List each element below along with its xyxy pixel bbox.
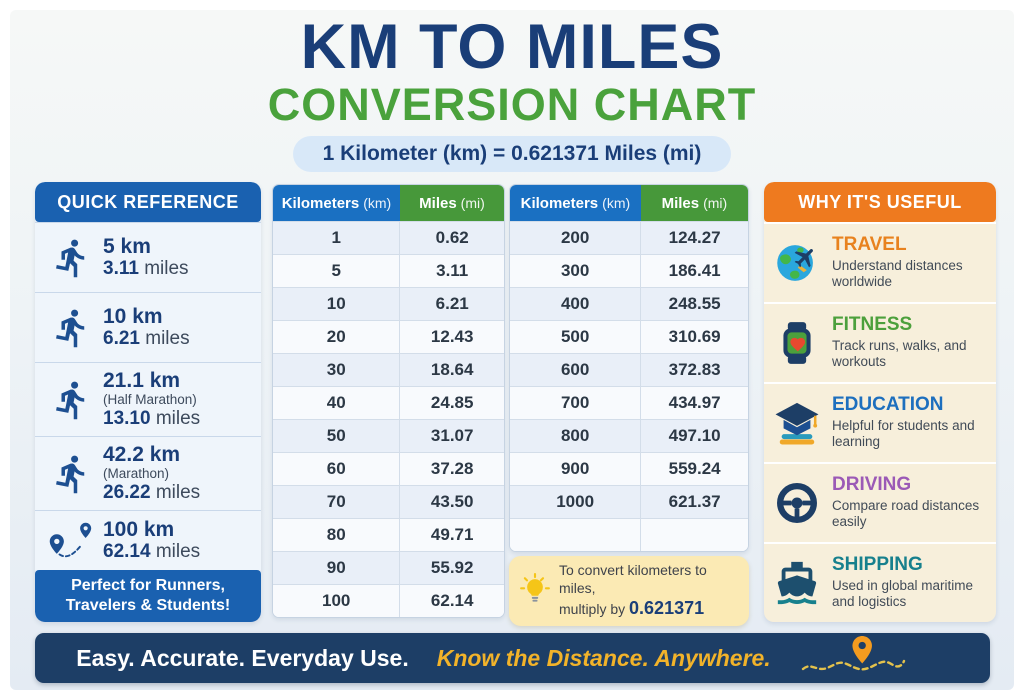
table-row: 10 6.21 xyxy=(273,287,504,320)
benefit-title: EDUCATION xyxy=(832,394,944,416)
benefit-title: FITNESS xyxy=(832,314,913,336)
list-item: 10 km 6.21 miles xyxy=(35,292,261,362)
list-item: 100 km 62.14 miles xyxy=(35,510,261,570)
graduation-cap-icon xyxy=(772,400,822,446)
runner-icon xyxy=(41,453,103,495)
fitness-watch-icon xyxy=(772,321,822,365)
table-row: 1000 621.37 xyxy=(510,485,748,518)
tip-line1: To convert kilometers to miles, xyxy=(559,562,707,597)
conversion-table-right: Kilometers (km) Miles (mi) 200 124.27 300 18… xyxy=(509,184,749,552)
table-row: 40 24.85 xyxy=(273,386,504,419)
distance-miles-value: 26.22 xyxy=(103,481,151,503)
map-pin-route-icon xyxy=(799,634,949,683)
distance-miles-value: 3.11 xyxy=(103,258,139,280)
table-row: 1 0.62 xyxy=(273,221,504,254)
tip-line2: multiply by xyxy=(559,601,630,618)
distance-km: 5 km xyxy=(103,234,151,258)
list-item: 5 km 3.11 miles xyxy=(35,222,261,292)
table-row: 200 124.27 xyxy=(510,221,748,254)
table-row: 500 310.69 xyxy=(510,320,748,353)
distance-km: 42.2 km xyxy=(103,443,181,467)
benefit-desc: Compare road distances easily xyxy=(832,497,980,530)
why-useful-panel: WHY IT'S USEFUL TRAVEL Understand distan… xyxy=(764,182,996,622)
page-subtitle: CONVERSION CHART xyxy=(267,79,757,131)
table-row: 70 43.50 xyxy=(273,485,504,518)
quick-reference-footer: Perfect for Runners, Travelers & Student… xyxy=(35,570,261,622)
list-item: FITNESS Track runs, walks, and workouts xyxy=(764,302,996,382)
table-row: 800 497.10 xyxy=(510,419,748,452)
distance-km: 21.1 km xyxy=(103,369,181,393)
benefit-title: TRAVEL xyxy=(832,234,907,256)
lightbulb-icon xyxy=(519,572,551,610)
table-row: 300 186.41 xyxy=(510,254,748,287)
slogan: Know the Distance. Anywhere. xyxy=(436,644,771,671)
runner-icon xyxy=(41,237,103,279)
route-pins-icon xyxy=(41,521,103,561)
distance-miles-unit: miles xyxy=(150,407,201,429)
conversion-table-left: Kilometers (km) Miles (mi) 1 0.62 5 3.11 10 6… xyxy=(272,184,505,618)
ship-icon xyxy=(772,560,822,606)
distance-miles-unit: miles xyxy=(139,328,190,350)
list-item: 42.2 km (Marathon) 26.22 miles xyxy=(35,436,261,510)
distance-miles-unit: miles xyxy=(150,481,201,503)
distance-miles-value: 62.14 xyxy=(103,541,151,563)
table-row: 100 62.14 xyxy=(273,584,504,617)
tagline: Easy. Accurate. Everyday Use. xyxy=(76,644,409,671)
distance-miles-unit: miles xyxy=(150,541,201,563)
runner-icon xyxy=(41,379,103,421)
mi-column-header: Miles (mi) xyxy=(640,185,748,221)
distance-note: (Marathon) xyxy=(103,465,170,481)
benefit-desc: Understand distances worldwide xyxy=(832,257,963,290)
distance-note: (Half Marathon) xyxy=(103,391,197,407)
table-row: 60 37.28 xyxy=(273,452,504,485)
benefit-desc: Helpful for students and learning xyxy=(832,417,975,450)
quick-reference-panel: QUICK REFERENCE 5 km 3.11 miles 10 km 6.… xyxy=(35,182,261,622)
table-row: 20 12.43 xyxy=(273,320,504,353)
steering-wheel-icon xyxy=(772,481,822,525)
runner-icon xyxy=(41,307,103,349)
bottom-bar: Easy. Accurate. Everyday Use. Know the D… xyxy=(35,633,990,683)
distance-miles-value: 13.10 xyxy=(103,407,151,429)
globe-plane-icon xyxy=(772,240,822,286)
why-useful-title: WHY IT'S USEFUL xyxy=(764,182,996,222)
table-row: 900 559.24 xyxy=(510,452,748,485)
km-column-header: Kilometers (km) xyxy=(273,185,400,221)
benefit-title: SHIPPING xyxy=(832,554,923,576)
benefit-desc: Used in global maritime and logistics xyxy=(832,577,974,610)
list-item: TRAVEL Understand distances worldwide xyxy=(764,222,996,302)
table-row: 30 18.64 xyxy=(273,353,504,386)
table-row xyxy=(510,518,748,551)
quick-reference-title: QUICK REFERENCE xyxy=(35,182,261,222)
mi-column-header: Miles (mi) xyxy=(399,185,504,221)
distance-km: 10 km xyxy=(103,304,163,328)
header: KM TO MILES CONVERSION CHART 1 Kilometer… xyxy=(0,12,1024,173)
conversion-factor: 0.621371 xyxy=(629,598,705,619)
list-item: EDUCATION Helpful for students and learn… xyxy=(764,382,996,462)
table-row: 400 248.55 xyxy=(510,287,748,320)
page-title: KM TO MILES xyxy=(300,12,724,82)
table-row: 700 434.97 xyxy=(510,386,748,419)
table-row: 5 3.11 xyxy=(273,254,504,287)
benefit-desc: Track runs, walks, and workouts xyxy=(832,337,967,370)
formula-pill: 1 Kilometer (km) = 0.621371 Miles (mi) xyxy=(292,136,732,173)
km-column-header: Kilometers (km) xyxy=(510,185,641,221)
table-row: 600 372.83 xyxy=(510,353,748,386)
distance-miles-unit: miles xyxy=(138,258,189,280)
conversion-tip: To convert kilometers to miles, multiply… xyxy=(509,556,749,626)
table-row: 50 31.07 xyxy=(273,419,504,452)
table-row: 90 55.92 xyxy=(273,551,504,584)
benefit-title: DRIVING xyxy=(832,474,912,496)
list-item: SHIPPING Used in global maritime and log… xyxy=(764,542,996,622)
distance-km: 100 km xyxy=(103,517,175,541)
list-item: 21.1 km (Half Marathon) 13.10 miles xyxy=(35,362,261,436)
list-item: DRIVING Compare road distances easily xyxy=(764,462,996,542)
table-row: 80 49.71 xyxy=(273,518,504,551)
distance-miles-value: 6.21 xyxy=(103,328,140,350)
